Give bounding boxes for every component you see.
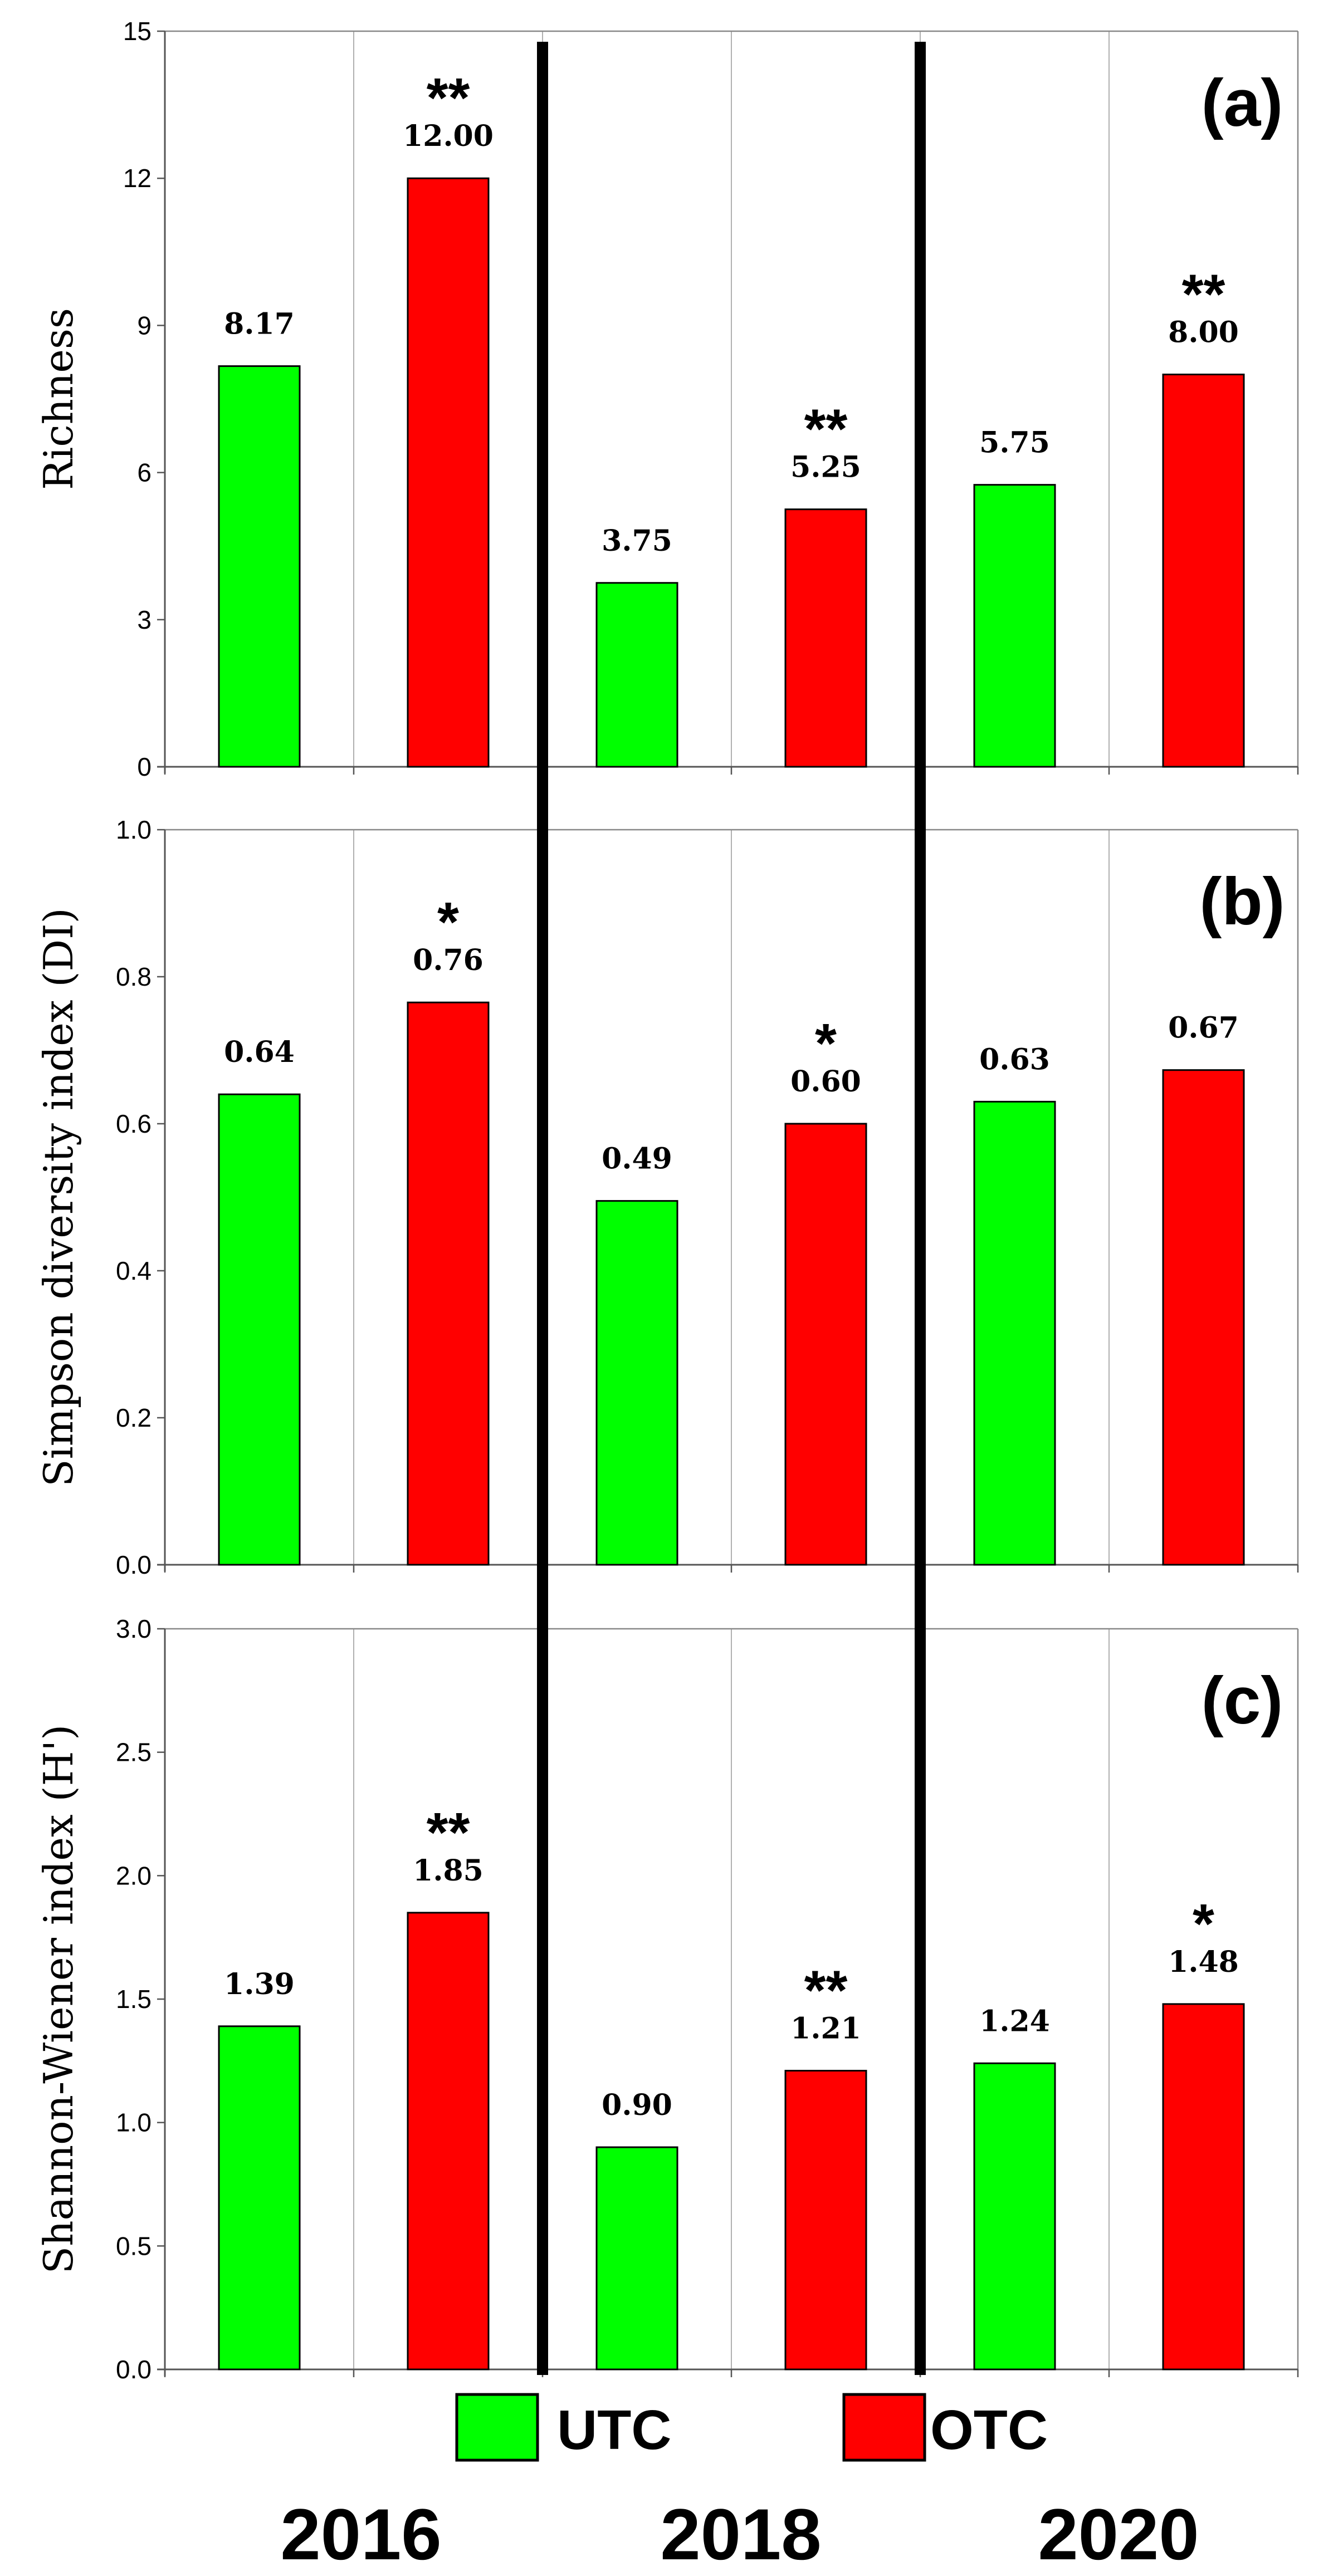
y-tick-label: 9 — [137, 311, 152, 340]
y-axis-title: Shannon-Wiener index (H') — [35, 1725, 82, 2274]
bar-otc-2018 — [784, 1123, 867, 1566]
bar-utc-2016 — [218, 2025, 301, 2371]
data-label: 5.75 — [979, 426, 1050, 460]
y-tick-label: 0.0 — [116, 1550, 152, 1579]
bar-utc-2018 — [595, 2146, 678, 2371]
chart-panels: 03691215Richness(a)8.173.755.7512.00**5.… — [35, 17, 1299, 2384]
bar-otc-2016 — [407, 177, 490, 768]
year-labels: 2016 2018 2020 — [280, 2494, 1199, 2575]
y-tick-label: 0.8 — [116, 962, 152, 991]
data-label: 0.76 — [413, 943, 484, 977]
y-tick-label: 0.4 — [116, 1256, 152, 1285]
y-tick-label: 12 — [123, 164, 152, 193]
y-tick-label: 6 — [137, 458, 152, 487]
legend: UTC OTC — [455, 2393, 1048, 2462]
data-label: 0.60 — [790, 1065, 861, 1099]
legend-label-utc: UTC — [557, 2399, 672, 2461]
significance-marker: ** — [804, 398, 848, 461]
legend-label-otc: OTC — [930, 2399, 1048, 2461]
bar-utc-2020 — [973, 2062, 1056, 2371]
y-tick-label: 3 — [137, 605, 152, 634]
panel-label: (a) — [1202, 66, 1283, 140]
bar-otc-2018 — [784, 508, 867, 768]
bar-otc-2020 — [1162, 1069, 1245, 1566]
y-tick-label: 2.5 — [116, 1738, 152, 1767]
data-label: 0.90 — [602, 2088, 672, 2122]
year-separators — [537, 42, 926, 2375]
data-label: 5.25 — [790, 450, 861, 484]
bar-otc-2018 — [784, 2070, 867, 2371]
y-tick-label: 2.0 — [116, 1861, 152, 1890]
data-label: 1.85 — [413, 1854, 484, 1888]
year-label-2016: 2016 — [280, 2494, 441, 2575]
bar-utc-2020 — [973, 484, 1056, 768]
bar-utc-2016 — [218, 365, 301, 768]
y-tick-label: 0.0 — [116, 2355, 152, 2384]
data-label: 1.21 — [790, 2012, 861, 2046]
data-label: 8.00 — [1168, 315, 1239, 349]
year-label-2020: 2020 — [1038, 2494, 1199, 2575]
bar-otc-2016 — [407, 1001, 490, 1566]
data-label: 3.75 — [602, 524, 672, 558]
data-label: 1.48 — [1168, 1945, 1239, 1979]
data-label: 0.49 — [602, 1142, 672, 1176]
panel-b: 0.0 0.2 0.4 0.6 0.8 1.0 Simpson diversity inde… — [35, 815, 1299, 1579]
data-label: 1.39 — [224, 1967, 295, 2001]
data-label: 0.63 — [979, 1042, 1050, 1076]
data-label: 1.24 — [979, 2004, 1050, 2038]
significance-marker: * — [437, 891, 459, 953]
bar-otc-2020 — [1162, 2003, 1245, 2371]
significance-marker: ** — [427, 1801, 470, 1864]
y-tick-label: 0 — [137, 752, 152, 781]
data-label: 8.17 — [224, 307, 295, 341]
y-tick-label: 1.5 — [116, 1985, 152, 2014]
y-axis-title: Simpson diversity index (DI) — [35, 908, 82, 1487]
panel-label: (b) — [1199, 864, 1285, 939]
panel-c: 0.0 0.5 1.0 1.5 2.0 2.5 3.0 Shannon-Wiener inde… — [35, 1614, 1299, 2384]
significance-marker: * — [1193, 1893, 1214, 1955]
y-axis-title: Richness — [35, 308, 82, 490]
bar-utc-2018 — [595, 1200, 678, 1566]
significance-marker: * — [815, 1012, 837, 1075]
y-tick-label: 1.0 — [116, 2108, 152, 2137]
y-tick-label: 15 — [123, 17, 152, 46]
panel-label: (c) — [1202, 1663, 1283, 1738]
data-label: 12.00 — [403, 119, 494, 153]
significance-marker: ** — [804, 1960, 848, 2022]
year-label-2018: 2018 — [660, 2494, 821, 2575]
y-tick-label: 1.0 — [116, 815, 152, 844]
bar-otc-2020 — [1162, 373, 1245, 768]
data-label: 0.64 — [224, 1035, 295, 1069]
significance-marker: ** — [427, 67, 470, 129]
y-tick-label: 0.6 — [116, 1109, 152, 1138]
bar-utc-2020 — [973, 1100, 1056, 1566]
bar-otc-2016 — [407, 1912, 490, 2371]
y-tick-label: 0.2 — [116, 1403, 152, 1432]
legend-swatch-utc — [455, 2393, 539, 2462]
data-label: 0.67 — [1168, 1011, 1239, 1045]
significance-marker: ** — [1182, 263, 1225, 325]
bar-utc-2018 — [595, 582, 678, 768]
y-tick-label: 0.5 — [116, 2231, 152, 2260]
panel-a: 03691215Richness(a)8.173.755.7512.00**5.… — [35, 17, 1299, 781]
bar-utc-2016 — [218, 1093, 301, 1566]
legend-swatch-otc — [842, 2393, 926, 2462]
y-tick-label: 3.0 — [116, 1614, 152, 1643]
